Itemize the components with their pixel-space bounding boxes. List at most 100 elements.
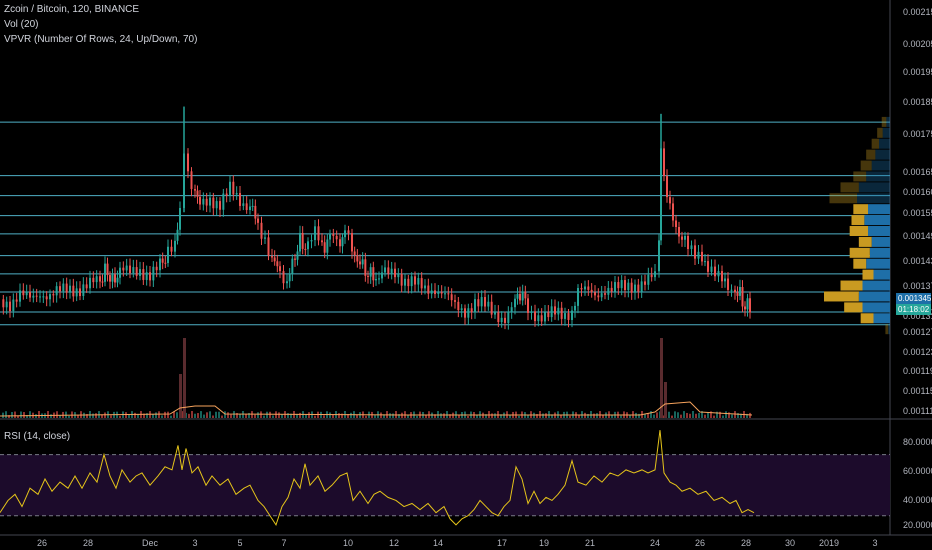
candle-body <box>9 301 11 312</box>
candle-body <box>704 261 706 263</box>
volume-bar <box>224 411 226 418</box>
candle-body <box>335 235 338 240</box>
candle-body <box>534 311 536 322</box>
candle-body <box>29 291 31 298</box>
volume-bar <box>443 413 445 418</box>
volume-bar <box>680 414 682 418</box>
volume-bar <box>14 411 16 418</box>
candle-body <box>687 235 689 250</box>
candle-body <box>490 301 493 315</box>
candle-body <box>447 293 450 295</box>
candle-body <box>427 285 430 294</box>
candle-body <box>504 317 506 323</box>
volume-bar <box>734 411 736 418</box>
vp-down-bar <box>853 204 868 215</box>
candle-body <box>587 286 590 290</box>
volume-bar <box>683 411 685 418</box>
candle-body <box>332 233 335 236</box>
volume-bar <box>749 412 751 418</box>
volume-bar <box>569 415 571 418</box>
candle-body <box>45 296 48 300</box>
candle-body <box>99 276 101 282</box>
vp-up-bar <box>868 204 890 215</box>
candle-body <box>560 307 563 319</box>
countdown-tag: 01:18:02 <box>896 304 931 315</box>
vp-up-bar <box>879 138 890 149</box>
volume-bar <box>620 415 622 418</box>
date-tick-label: 26 <box>695 538 705 548</box>
candle-body <box>49 294 51 300</box>
volume-bar <box>47 411 49 418</box>
vpvr-legend[interactable]: VPVR (Number Of Rows, 24, Up/Down, 70) <box>4 34 198 45</box>
candle-body <box>610 287 613 292</box>
volume-bar <box>647 413 649 418</box>
volume-bar <box>176 412 178 418</box>
volume-bar <box>239 413 241 418</box>
candle-body <box>82 284 85 297</box>
candle-body <box>620 280 623 289</box>
candle-body <box>669 197 671 204</box>
candle-body <box>744 306 746 310</box>
volume-bar <box>278 412 280 418</box>
candle-body <box>205 198 208 206</box>
candle-body <box>516 293 519 299</box>
volume-bar <box>209 411 211 418</box>
volume-bar <box>287 413 289 418</box>
vp-down-bar <box>866 149 876 160</box>
vp-down-bar <box>829 193 857 204</box>
candle-body <box>697 251 700 259</box>
volume-bar <box>236 412 238 418</box>
candle-body <box>547 312 550 318</box>
volume-bar <box>638 413 640 418</box>
candle-body <box>361 259 364 265</box>
candle-body <box>65 283 68 293</box>
candle-body <box>694 245 696 259</box>
price-tick-label: 0.001650 <box>903 167 932 177</box>
volume-bar <box>737 413 739 418</box>
candle-body <box>5 301 8 308</box>
candle-body <box>89 277 91 289</box>
candle-body <box>514 298 516 308</box>
symbol-legend[interactable]: Zcoin / Bitcoin, 120, BINANCE <box>4 4 140 15</box>
candle-body <box>125 265 128 271</box>
candle-body <box>521 291 524 301</box>
rsi-legend[interactable]: RSI (14, close) <box>4 431 71 442</box>
candle-body <box>474 299 476 313</box>
volume-bar <box>227 412 229 418</box>
candle-body <box>650 274 653 278</box>
candle-body <box>444 293 446 295</box>
volume-bar <box>668 411 670 418</box>
vp-down-bar <box>881 116 887 127</box>
vp-down-bar <box>853 258 867 269</box>
price-tick-label: 0.001190 <box>903 366 932 376</box>
candle-body <box>271 256 273 258</box>
date-tick-label: 3 <box>192 538 197 548</box>
volume-legend[interactable]: Vol (20) <box>4 19 39 30</box>
volume-bar <box>95 413 97 418</box>
candle-body <box>497 312 500 323</box>
candle-body <box>574 305 576 311</box>
candle-body <box>187 153 189 172</box>
volume-bar <box>17 415 19 418</box>
volume-bar <box>59 415 61 418</box>
vp-up-bar <box>862 280 890 291</box>
candle-body <box>235 193 238 195</box>
vp-up-bar <box>858 291 890 302</box>
candle-body <box>450 294 453 301</box>
volume-bar <box>50 414 52 418</box>
vp-up-bar <box>882 127 890 138</box>
candle-body <box>194 189 196 191</box>
candle-body <box>323 242 326 253</box>
volume-bar <box>611 415 613 418</box>
volume-bar <box>299 412 301 418</box>
volume-bar <box>215 411 217 418</box>
date-tick-label: 12 <box>389 538 399 548</box>
candle-body <box>567 313 570 320</box>
volume-bar <box>629 414 631 418</box>
candle-body <box>690 245 693 250</box>
volume-bar <box>29 411 31 418</box>
candle-body <box>564 313 566 319</box>
vp-up-bar <box>873 269 890 280</box>
candle-body <box>209 197 211 206</box>
